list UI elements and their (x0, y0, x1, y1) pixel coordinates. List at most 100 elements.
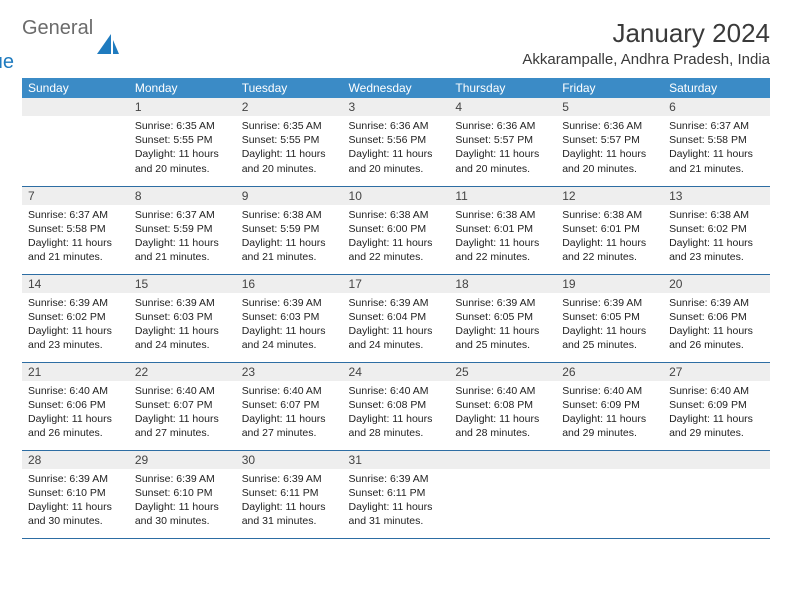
brand-logo: General Blue (22, 18, 119, 72)
day-number: 14 (22, 275, 129, 293)
day-content: Sunrise: 6:36 AMSunset: 5:57 PMDaylight:… (449, 116, 556, 182)
calendar-week-row: 7Sunrise: 6:37 AMSunset: 5:58 PMDaylight… (22, 186, 770, 274)
day-content: Sunrise: 6:39 AMSunset: 6:10 PMDaylight:… (22, 469, 129, 535)
day-content: Sunrise: 6:39 AMSunset: 6:05 PMDaylight:… (449, 293, 556, 359)
calendar-grid: SundayMondayTuesdayWednesdayThursdayFrid… (22, 78, 770, 539)
calendar-day-cell: 6Sunrise: 6:37 AMSunset: 5:58 PMDaylight… (663, 98, 770, 186)
header: General Blue January 2024 Akkarampalle, … (22, 18, 770, 72)
brand-text: General Blue (22, 18, 93, 72)
calendar-day-cell (449, 450, 556, 538)
calendar-day-cell: 27Sunrise: 6:40 AMSunset: 6:09 PMDayligh… (663, 362, 770, 450)
day-number: 25 (449, 363, 556, 381)
day-number: 12 (556, 187, 663, 205)
calendar-day-cell: 21Sunrise: 6:40 AMSunset: 6:06 PMDayligh… (22, 362, 129, 450)
weekday-header: Sunday (22, 78, 129, 98)
calendar-day-cell: 13Sunrise: 6:38 AMSunset: 6:02 PMDayligh… (663, 186, 770, 274)
calendar-day-cell (556, 450, 663, 538)
day-number: 13 (663, 187, 770, 205)
day-number: 3 (343, 98, 450, 116)
calendar-day-cell: 23Sunrise: 6:40 AMSunset: 6:07 PMDayligh… (236, 362, 343, 450)
calendar-day-cell: 24Sunrise: 6:40 AMSunset: 6:08 PMDayligh… (343, 362, 450, 450)
calendar-day-cell: 2Sunrise: 6:35 AMSunset: 5:55 PMDaylight… (236, 98, 343, 186)
day-number: 28 (22, 451, 129, 469)
day-number: 30 (236, 451, 343, 469)
day-content: Sunrise: 6:40 AMSunset: 6:08 PMDaylight:… (343, 381, 450, 447)
day-number: 5 (556, 98, 663, 116)
day-number: 15 (129, 275, 236, 293)
day-content: Sunrise: 6:38 AMSunset: 6:01 PMDaylight:… (556, 205, 663, 271)
title-block: January 2024 Akkarampalle, Andhra Prades… (522, 18, 770, 68)
calendar-day-cell: 14Sunrise: 6:39 AMSunset: 6:02 PMDayligh… (22, 274, 129, 362)
day-content: Sunrise: 6:39 AMSunset: 6:03 PMDaylight:… (236, 293, 343, 359)
weekday-header-row: SundayMondayTuesdayWednesdayThursdayFrid… (22, 78, 770, 98)
calendar-day-cell: 4Sunrise: 6:36 AMSunset: 5:57 PMDaylight… (449, 98, 556, 186)
day-content: Sunrise: 6:39 AMSunset: 6:10 PMDaylight:… (129, 469, 236, 535)
day-content: Sunrise: 6:40 AMSunset: 6:08 PMDaylight:… (449, 381, 556, 447)
day-content: Sunrise: 6:37 AMSunset: 5:59 PMDaylight:… (129, 205, 236, 271)
brand-sail-icon (97, 34, 119, 58)
calendar-day-cell: 5Sunrise: 6:36 AMSunset: 5:57 PMDaylight… (556, 98, 663, 186)
day-content: Sunrise: 6:38 AMSunset: 6:01 PMDaylight:… (449, 205, 556, 271)
calendar-week-row: 21Sunrise: 6:40 AMSunset: 6:06 PMDayligh… (22, 362, 770, 450)
calendar-day-cell: 31Sunrise: 6:39 AMSunset: 6:11 PMDayligh… (343, 450, 450, 538)
calendar-day-cell: 17Sunrise: 6:39 AMSunset: 6:04 PMDayligh… (343, 274, 450, 362)
calendar-day-cell: 12Sunrise: 6:38 AMSunset: 6:01 PMDayligh… (556, 186, 663, 274)
month-title: January 2024 (522, 18, 770, 49)
day-number: 19 (556, 275, 663, 293)
calendar-page: General Blue January 2024 Akkarampalle, … (0, 0, 792, 557)
calendar-day-cell: 19Sunrise: 6:39 AMSunset: 6:05 PMDayligh… (556, 274, 663, 362)
day-number-empty (556, 451, 663, 469)
day-content: Sunrise: 6:39 AMSunset: 6:04 PMDaylight:… (343, 293, 450, 359)
day-content: Sunrise: 6:39 AMSunset: 6:03 PMDaylight:… (129, 293, 236, 359)
day-number: 23 (236, 363, 343, 381)
location: Akkarampalle, Andhra Pradesh, India (522, 51, 770, 68)
day-number-empty (22, 98, 129, 116)
day-number: 26 (556, 363, 663, 381)
day-content: Sunrise: 6:37 AMSunset: 5:58 PMDaylight:… (663, 116, 770, 182)
day-number: 18 (449, 275, 556, 293)
calendar-body: 1Sunrise: 6:35 AMSunset: 5:55 PMDaylight… (22, 98, 770, 538)
day-content: Sunrise: 6:39 AMSunset: 6:06 PMDaylight:… (663, 293, 770, 359)
calendar-day-cell: 22Sunrise: 6:40 AMSunset: 6:07 PMDayligh… (129, 362, 236, 450)
day-number: 17 (343, 275, 450, 293)
day-content: Sunrise: 6:40 AMSunset: 6:07 PMDaylight:… (129, 381, 236, 447)
calendar-day-cell: 16Sunrise: 6:39 AMSunset: 6:03 PMDayligh… (236, 274, 343, 362)
day-number: 22 (129, 363, 236, 381)
day-content: Sunrise: 6:40 AMSunset: 6:09 PMDaylight:… (556, 381, 663, 447)
day-number: 10 (343, 187, 450, 205)
day-number: 16 (236, 275, 343, 293)
calendar-day-cell: 9Sunrise: 6:38 AMSunset: 5:59 PMDaylight… (236, 186, 343, 274)
calendar-day-cell: 26Sunrise: 6:40 AMSunset: 6:09 PMDayligh… (556, 362, 663, 450)
weekday-header: Thursday (449, 78, 556, 98)
calendar-day-cell: 1Sunrise: 6:35 AMSunset: 5:55 PMDaylight… (129, 98, 236, 186)
day-number-empty (663, 451, 770, 469)
day-content: Sunrise: 6:40 AMSunset: 6:06 PMDaylight:… (22, 381, 129, 447)
weekday-header: Monday (129, 78, 236, 98)
day-content: Sunrise: 6:39 AMSunset: 6:11 PMDaylight:… (343, 469, 450, 535)
day-content: Sunrise: 6:38 AMSunset: 6:02 PMDaylight:… (663, 205, 770, 271)
day-number: 29 (129, 451, 236, 469)
day-number: 1 (129, 98, 236, 116)
calendar-day-cell: 11Sunrise: 6:38 AMSunset: 6:01 PMDayligh… (449, 186, 556, 274)
calendar-week-row: 28Sunrise: 6:39 AMSunset: 6:10 PMDayligh… (22, 450, 770, 538)
day-number: 27 (663, 363, 770, 381)
weekday-header: Tuesday (236, 78, 343, 98)
calendar-day-cell: 28Sunrise: 6:39 AMSunset: 6:10 PMDayligh… (22, 450, 129, 538)
day-content: Sunrise: 6:38 AMSunset: 6:00 PMDaylight:… (343, 205, 450, 271)
day-number: 20 (663, 275, 770, 293)
calendar-day-cell: 3Sunrise: 6:36 AMSunset: 5:56 PMDaylight… (343, 98, 450, 186)
day-number: 24 (343, 363, 450, 381)
calendar-week-row: 14Sunrise: 6:39 AMSunset: 6:02 PMDayligh… (22, 274, 770, 362)
weekday-header: Saturday (663, 78, 770, 98)
weekday-header: Friday (556, 78, 663, 98)
brand-blue: Blue (0, 52, 93, 72)
calendar-day-cell: 18Sunrise: 6:39 AMSunset: 6:05 PMDayligh… (449, 274, 556, 362)
day-content: Sunrise: 6:39 AMSunset: 6:11 PMDaylight:… (236, 469, 343, 535)
calendar-day-cell: 8Sunrise: 6:37 AMSunset: 5:59 PMDaylight… (129, 186, 236, 274)
day-number: 31 (343, 451, 450, 469)
day-number: 9 (236, 187, 343, 205)
weekday-header: Wednesday (343, 78, 450, 98)
calendar-day-cell (663, 450, 770, 538)
day-number: 2 (236, 98, 343, 116)
day-content: Sunrise: 6:40 AMSunset: 6:09 PMDaylight:… (663, 381, 770, 447)
